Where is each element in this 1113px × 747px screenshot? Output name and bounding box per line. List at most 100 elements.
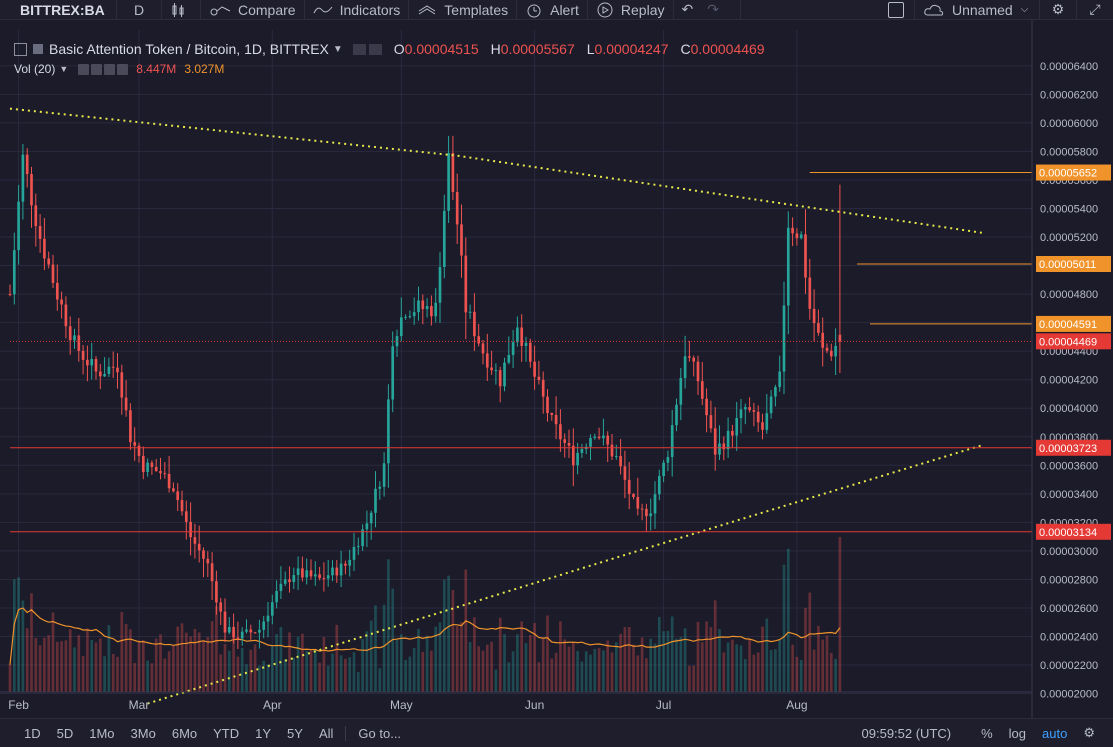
candle-body: [335, 567, 339, 576]
undo-icon[interactable]: ↶: [681, 1, 694, 17]
replay-button[interactable]: Replay: [588, 0, 674, 19]
volume-bar: [520, 621, 524, 692]
candle-body: [137, 445, 141, 456]
range-button-3mo[interactable]: 3Mo: [130, 725, 156, 741]
settings-icon[interactable]: [368, 43, 382, 55]
volume-bar: [739, 645, 743, 692]
candle-body: [202, 550, 205, 559]
add-icon[interactable]: [104, 63, 116, 75]
square-icon: [888, 1, 904, 18]
settings-button[interactable]: ⚙: [1040, 0, 1077, 19]
range-button-1d[interactable]: 1D: [24, 725, 41, 741]
candle-body: [817, 323, 820, 333]
candle-body: [627, 479, 631, 494]
candle-body: [206, 558, 210, 564]
candle-body: [391, 346, 395, 400]
volume-bar: [722, 652, 726, 692]
candle-body: [778, 371, 782, 388]
volume-bar: [223, 644, 227, 692]
collapse-toggle[interactable]: [14, 42, 27, 56]
layout-name: Unnamed: [952, 1, 1013, 18]
range-button-ytd[interactable]: YTD: [213, 725, 240, 741]
price-tick-label: 0.00002800: [1040, 574, 1098, 586]
price-tag-label: 0.00004469: [1039, 336, 1097, 348]
candle-body: [172, 488, 175, 492]
candle-body: [387, 399, 390, 464]
price-tick-label: 0.00006200: [1040, 89, 1098, 101]
fullscreen-toggle[interactable]: [878, 0, 915, 19]
range-button-all[interactable]: All: [318, 725, 334, 741]
alert-label: Alert: [550, 1, 579, 18]
volume-bar: [172, 645, 175, 692]
chart-canvas[interactable]: 0.00002000 0.00002200 0.00002400 0.00002600…: [0, 20, 1113, 726]
candle-body: [434, 302, 438, 317]
volume-bar: [245, 664, 248, 692]
candle-body: [116, 367, 119, 373]
redo-icon[interactable]: ↷: [707, 1, 719, 17]
go-to-button[interactable]: Go to...: [345, 725, 409, 741]
candle-body: [417, 300, 420, 313]
candle-body: [133, 442, 137, 446]
volume-bar: [713, 600, 717, 692]
layout-menu[interactable]: Unnamed ⌵: [915, 0, 1040, 19]
volume-bar: [769, 650, 773, 692]
volume-bar: [279, 626, 283, 692]
candles-icon: [172, 2, 183, 17]
log-toggle[interactable]: log: [1008, 725, 1027, 741]
range-button-1y[interactable]: 1Y: [255, 725, 272, 741]
volume-bar: [240, 647, 244, 692]
price-tick-label: 0.00003400: [1040, 489, 1098, 501]
volume-bar: [30, 593, 33, 692]
volume-bar: [563, 639, 567, 692]
range-button-5d[interactable]: 5D: [56, 725, 74, 741]
candle-body: [829, 350, 833, 357]
candle-body: [541, 379, 545, 397]
volume-title[interactable]: Vol (20): [14, 62, 56, 76]
candle-body: [756, 411, 760, 423]
volume-bar: [524, 643, 528, 692]
chart-style-button[interactable]: [162, 0, 201, 19]
candle-body: [8, 294, 12, 296]
volume-bar: [382, 604, 386, 692]
percent-toggle[interactable]: %: [981, 725, 993, 741]
replay-label: Replay: [620, 1, 665, 18]
volume-bar: [584, 651, 588, 692]
eye-icon[interactable]: [78, 63, 90, 75]
volume-bars: [8, 537, 842, 692]
eye-icon[interactable]: [352, 43, 366, 55]
volume-bar: [804, 607, 807, 692]
interval-button[interactable]: D: [117, 0, 162, 19]
settings-icon[interactable]: [91, 63, 103, 75]
candle-body: [597, 436, 601, 439]
time-tick-label: Aug: [786, 698, 807, 712]
range-button-6mo[interactable]: 6Mo: [171, 725, 198, 741]
clock-time[interactable]: 09:59:52 (UTC): [861, 725, 952, 741]
range-button-5y[interactable]: 5Y: [287, 725, 303, 741]
volume-menu-chevron-icon[interactable]: ▼: [59, 64, 69, 74]
candle-body: [765, 413, 769, 430]
range-button-1mo[interactable]: 1Mo: [89, 725, 115, 741]
alert-button[interactable]: Alert: [517, 0, 588, 19]
close-icon[interactable]: [117, 63, 129, 75]
volume-bar: [627, 626, 631, 692]
series-menu-chevron-icon[interactable]: ▼: [332, 43, 343, 55]
candle-body: [184, 511, 188, 522]
candle-body: [567, 442, 571, 446]
volume-bar: [761, 626, 764, 692]
series-title[interactable]: Basic Attention Token / Bitcoin, 1D, BIT…: [49, 41, 329, 57]
compare-button[interactable]: Compare: [201, 0, 305, 19]
volume-bar: [387, 559, 390, 692]
volume-bar: [133, 662, 137, 692]
axis-settings-gear-icon[interactable]: ⚙: [1083, 725, 1095, 740]
candle-body: [378, 486, 382, 489]
templates-button[interactable]: Templates: [409, 0, 518, 19]
symbol-search[interactable]: BITTREX:BA: [0, 0, 117, 19]
volume-bar: [193, 628, 197, 692]
volume-bar: [90, 639, 94, 692]
volume-bar: [98, 638, 102, 692]
indicators-button[interactable]: Indicators: [305, 0, 410, 19]
expand-button[interactable]: ⤢: [1077, 0, 1113, 19]
candle-body: [614, 456, 618, 458]
volume-ma-line: [9, 607, 841, 665]
auto-scale-toggle[interactable]: auto: [1042, 725, 1068, 741]
